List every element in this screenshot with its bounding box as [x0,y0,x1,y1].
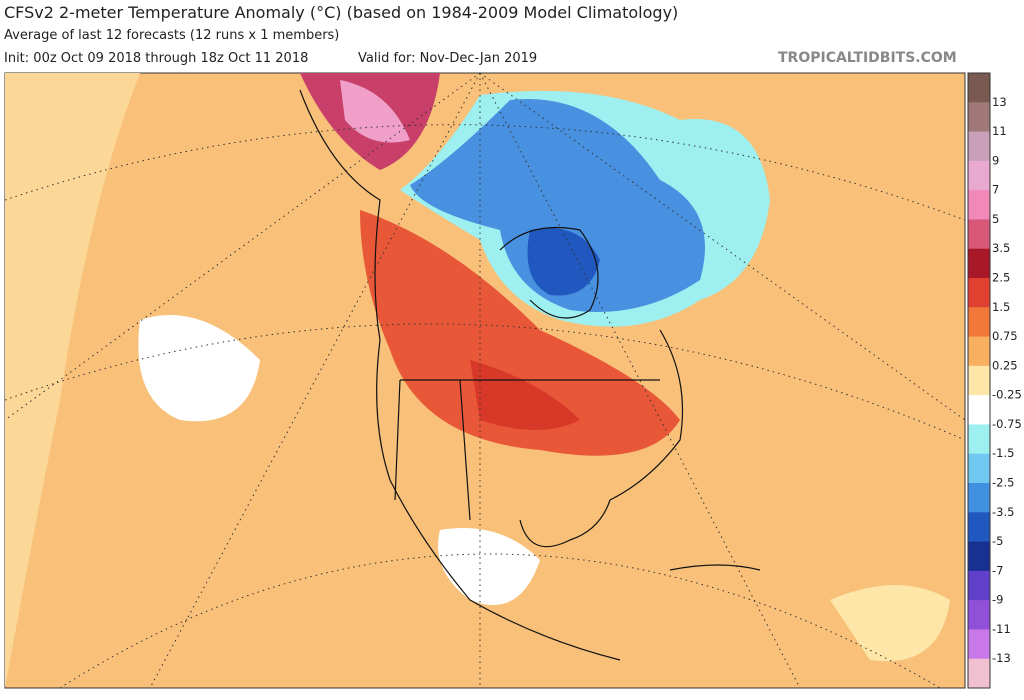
warm-core [360,210,680,456]
graticule [4,72,966,689]
colorbar-bin [968,395,990,425]
cool-area [410,99,705,312]
colorbar-bin [968,190,990,220]
colorbar-label: 0.75 [992,329,1018,343]
colorbar-label: 11 [992,124,1007,138]
colorbar-bin [968,424,990,455]
colorbar-label: -3.5 [992,505,1014,519]
colorbar-bin [968,248,990,279]
colorbar-label: 7 [992,183,999,197]
mexico-neutral [438,528,540,605]
colorbar-label: 9 [992,153,999,167]
colorbar-bin [968,512,990,543]
colorbar-label: 2.5 [992,271,1010,285]
colorbar-bin [968,219,990,250]
colorbar-frame [967,72,991,689]
colorbar-label: -9 [992,593,1003,607]
light-anomaly [5,73,140,688]
coastlines [299,89,761,661]
colorbar-label: 5 [992,212,999,226]
colorbar-bin [968,541,990,572]
colorbar-label: -11 [992,622,1011,636]
colorbar-bin [968,307,990,338]
colorbar-label: -0.75 [992,417,1022,431]
colorbar-label: -1.5 [992,446,1014,460]
colorbar-bin [968,336,990,367]
colorbar-bin [968,483,990,513]
colorbar-label: 13 [992,95,1007,109]
neutral-area [138,315,260,422]
very-warm [340,80,410,143]
warmest-core [470,360,580,430]
title: CFSv2 2-meter Temperature Anomaly (°C) (… [4,3,679,22]
colorbar-bin [968,629,990,660]
map [4,72,966,689]
colorbar-bin [968,73,990,103]
colorbar-bin [968,160,990,191]
colorbar-bin [968,570,990,601]
valid-time: Valid for: Nov-Dec-Jan 2019 [358,51,538,66]
coldest-area [527,228,600,296]
init-time: Init: 00z Oct 09 2018 through 18z Oct 11… [4,51,309,66]
colorbar-bin [968,453,990,484]
colorbar-bin [968,278,990,308]
colorbar-label: -2.5 [992,476,1014,490]
colorbar-label: -5 [992,534,1003,548]
colorbar-label: 3.5 [992,241,1010,255]
colorbar-bin [968,131,990,162]
colorbar-bin [968,102,990,133]
colorbar-label: 1.5 [992,300,1010,314]
south-america-neutral [830,585,950,662]
colorbar-bin [968,365,990,396]
colorbar-label: -13 [992,651,1011,665]
credit: TROPICALTIDBITS.COM [778,50,957,66]
colorbar-bin [968,600,990,630]
colorbar-label: 0.25 [992,358,1018,372]
colorbar-label: -7 [992,563,1003,577]
colorbar-bin [968,658,990,689]
subtitle: Average of last 12 forecasts (12 runs x … [4,28,340,43]
colorbar-label: -0.25 [992,388,1022,402]
